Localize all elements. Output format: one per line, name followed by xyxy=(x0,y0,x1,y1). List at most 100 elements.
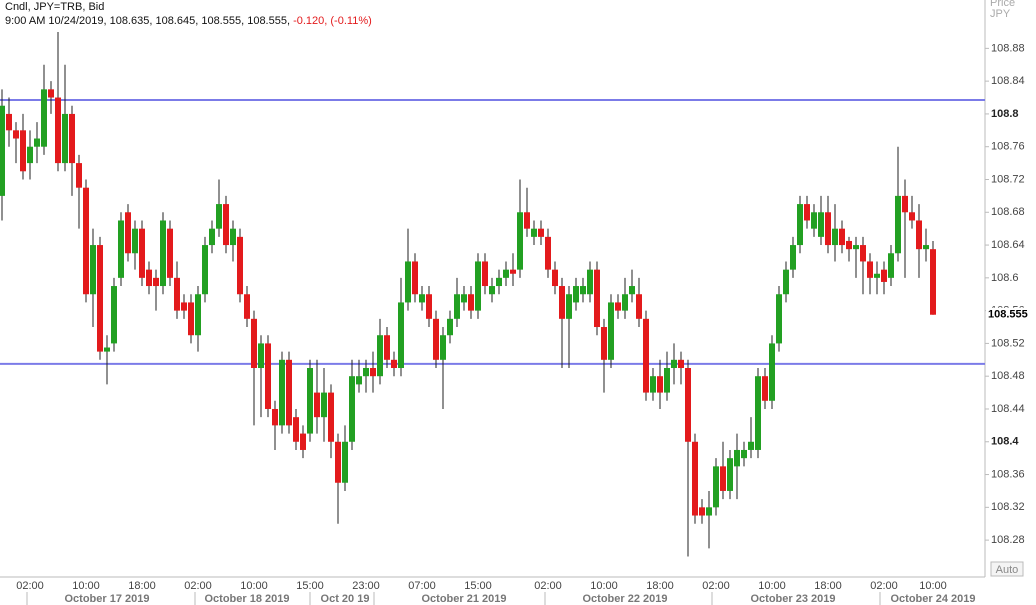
candle-body xyxy=(293,417,299,442)
candle-body xyxy=(916,220,922,250)
subtitle-text: 9:00 AM 10/24/2019, 108.635, 108.645, 10… xyxy=(5,15,290,27)
candle-body xyxy=(741,449,747,459)
candle-body xyxy=(384,335,390,360)
candle-body xyxy=(209,228,215,246)
candle-body xyxy=(699,507,705,516)
x-tick-label: 18:00 xyxy=(814,580,842,592)
candle-body xyxy=(468,294,474,311)
candle-body xyxy=(531,228,537,237)
candle-body xyxy=(524,212,530,229)
candle-body xyxy=(671,359,677,369)
x-tick-label: 02:00 xyxy=(870,580,898,592)
candle-body xyxy=(580,286,586,295)
candle-body xyxy=(727,458,733,491)
date-label: Oct 20 19 xyxy=(321,593,370,605)
candle-body xyxy=(202,245,208,295)
candle-body xyxy=(510,269,516,274)
candle-body xyxy=(69,113,75,164)
x-tick-label: 10:00 xyxy=(919,580,947,592)
candle-body xyxy=(587,269,593,295)
candle-body xyxy=(13,130,19,139)
date-label: October 21 2019 xyxy=(422,593,507,605)
candle-body xyxy=(881,269,887,282)
candle-body xyxy=(811,212,817,229)
candle-body xyxy=(846,240,852,250)
candle-body xyxy=(454,294,460,319)
date-label: October 24 2019 xyxy=(891,593,976,605)
candle-body xyxy=(475,261,481,311)
candle-body xyxy=(832,228,838,246)
candle-body xyxy=(426,294,432,319)
candle-body xyxy=(223,204,229,246)
candle-body xyxy=(769,343,775,401)
candle-body xyxy=(825,212,831,246)
y-tick-label: 108.6 xyxy=(991,272,1019,284)
candle-body xyxy=(83,187,89,295)
auto-button[interactable] xyxy=(990,561,1024,577)
candle-body xyxy=(230,228,236,246)
x-tick-label: 10:00 xyxy=(240,580,268,592)
candle-body xyxy=(566,294,572,319)
candle-body xyxy=(538,228,544,237)
candle-body xyxy=(328,392,334,442)
candle-body xyxy=(34,138,40,147)
candle-body xyxy=(657,376,663,393)
candle-body xyxy=(433,318,439,360)
candle-body xyxy=(503,269,509,278)
y-tick-label: 108.76 xyxy=(991,141,1025,153)
candle-body xyxy=(48,89,54,98)
candle-body xyxy=(839,228,845,246)
y-tick-label: 108.68 xyxy=(991,206,1025,218)
candle-body xyxy=(482,261,488,287)
candle-body xyxy=(461,294,467,303)
candle-body xyxy=(762,376,768,401)
candle-body xyxy=(244,294,250,319)
y-axis-label: JPY xyxy=(990,8,1011,20)
candle-body xyxy=(265,343,271,409)
candle-body xyxy=(125,212,131,254)
candle-body xyxy=(356,376,362,385)
candle-body xyxy=(41,89,47,147)
x-tick-label: 18:00 xyxy=(646,580,674,592)
candle-body xyxy=(720,466,726,491)
candle-body xyxy=(622,294,628,311)
candle-body xyxy=(552,269,558,287)
chart-subtitle: 9:00 AM 10/24/2019, 108.635, 108.645, 10… xyxy=(5,15,372,27)
candle-body xyxy=(0,105,5,196)
y-tick-label: 108.64 xyxy=(991,239,1025,251)
candle-body xyxy=(496,277,502,287)
x-tick-label: 23:00 xyxy=(352,580,380,592)
y-tick-label: 108.36 xyxy=(991,468,1025,480)
candle-body xyxy=(734,449,740,467)
candle-body xyxy=(804,204,810,221)
y-tick-label: 108.44 xyxy=(991,403,1025,415)
candle-body xyxy=(692,441,698,516)
candle-body xyxy=(272,408,278,426)
candle-body xyxy=(377,335,383,377)
y-axis-label: Price xyxy=(990,0,1015,9)
date-label: October 18 2019 xyxy=(205,593,290,605)
candle-body xyxy=(636,294,642,319)
candle-body xyxy=(286,359,292,426)
candle-body xyxy=(412,261,418,295)
candle-body xyxy=(902,195,908,213)
candle-body xyxy=(55,97,61,164)
x-tick-label: 15:00 xyxy=(464,580,492,592)
candle-body xyxy=(237,236,243,295)
candle-body xyxy=(419,294,425,303)
y-tick-label: 108.4 xyxy=(991,436,1019,448)
candle-body xyxy=(132,228,138,254)
candle-body xyxy=(300,433,306,450)
candle-body xyxy=(615,302,621,311)
auto-button-label[interactable]: Auto xyxy=(996,564,1019,576)
x-tick-label: 02:00 xyxy=(184,580,212,592)
candle-body xyxy=(335,441,341,483)
candle-body xyxy=(888,253,894,278)
candle-body xyxy=(97,245,103,352)
candle-body xyxy=(167,228,173,278)
candle-body xyxy=(923,245,929,250)
candle-body xyxy=(755,376,761,450)
candle-body xyxy=(748,441,754,450)
